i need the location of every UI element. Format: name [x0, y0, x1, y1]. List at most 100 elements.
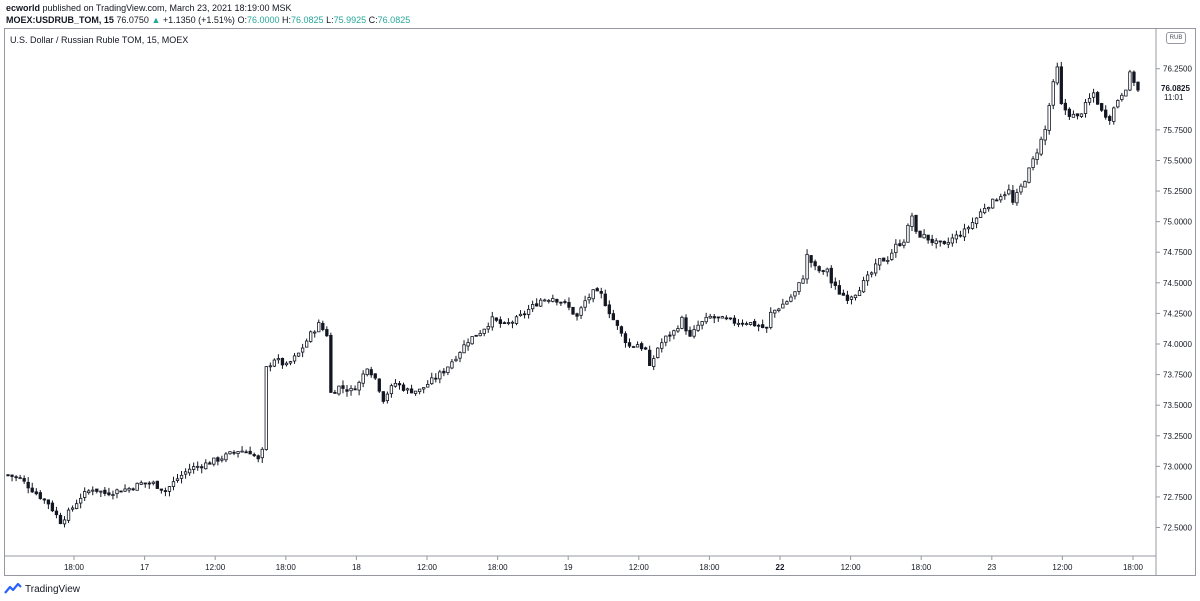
- candle: [664, 335, 668, 347]
- candle-body: [861, 280, 866, 293]
- candle-body: [216, 457, 220, 462]
- currency-badge[interactable]: RUB: [1166, 32, 1186, 44]
- candle-body: [648, 349, 652, 366]
- candle-body: [777, 308, 781, 311]
- candle-body: [652, 358, 656, 367]
- candle: [886, 256, 890, 265]
- candle: [982, 203, 987, 215]
- candles-group: [6, 61, 1140, 528]
- candle-body: [292, 355, 297, 362]
- candle: [825, 267, 829, 277]
- candle: [1071, 110, 1076, 118]
- candle-body: [946, 241, 950, 245]
- last-price: 76.0750: [116, 15, 149, 25]
- candle-body: [1120, 94, 1124, 100]
- publish-info: ecworld published on TradingView.com, Ma…: [6, 3, 292, 13]
- time-axis[interactable]: 18:00 17 12:00 18:00 18 12:00 18:00 19 12:00 18:0…: [64, 556, 1144, 572]
- candle: [744, 321, 749, 326]
- candle-body: [1011, 190, 1015, 203]
- candle-body: [107, 492, 111, 496]
- candle: [26, 477, 30, 494]
- candle: [490, 311, 494, 331]
- candle-body: [902, 241, 906, 246]
- candle: [817, 265, 821, 274]
- candle-body: [825, 268, 829, 273]
- candle: [244, 449, 248, 454]
- candle: [821, 269, 825, 275]
- candle: [1059, 61, 1063, 105]
- candle: [163, 487, 168, 497]
- candle: [143, 482, 147, 488]
- candle-body: [631, 346, 636, 348]
- candle-body: [567, 302, 571, 308]
- candle: [720, 315, 724, 319]
- candle-body: [829, 267, 833, 284]
- candle: [765, 326, 769, 333]
- candle: [999, 193, 1003, 203]
- candle: [422, 387, 426, 394]
- price-axis[interactable]: 72.5000 72.7500 73.0000 73.2500 73.5000 73.75…: [1156, 65, 1192, 533]
- candle: [1007, 184, 1011, 196]
- candle: [547, 298, 551, 304]
- tradingview-footer[interactable]: TradingView: [4, 583, 80, 595]
- candle-body: [341, 385, 345, 389]
- candle: [724, 315, 729, 321]
- candle: [119, 490, 123, 493]
- candle: [611, 309, 616, 321]
- candle-body: [563, 301, 567, 303]
- candle: [506, 318, 511, 326]
- candle: [1031, 156, 1035, 171]
- candle-body: [385, 393, 390, 402]
- candle-body: [175, 478, 180, 481]
- candle-body: [1071, 113, 1076, 118]
- candle: [284, 361, 289, 367]
- candle: [361, 370, 365, 388]
- candle: [135, 482, 139, 491]
- candle: [530, 300, 535, 313]
- candle-body: [660, 342, 664, 349]
- candle: [62, 516, 67, 528]
- candle: [773, 309, 777, 318]
- candle-body: [595, 288, 599, 292]
- candle-body: [950, 237, 954, 244]
- candle-body: [99, 490, 103, 493]
- candle: [1023, 180, 1027, 188]
- candle-body: [256, 455, 260, 460]
- candle-body: [708, 315, 712, 319]
- candle-body: [224, 453, 228, 461]
- candle-body: [987, 207, 991, 210]
- open-label: O:: [237, 15, 247, 25]
- candle-body: [857, 290, 862, 297]
- candle: [107, 487, 111, 497]
- candle-body: [127, 488, 131, 491]
- candle-body: [761, 324, 765, 329]
- author-name[interactable]: ecworld: [6, 3, 41, 13]
- candle-body: [583, 300, 587, 308]
- candle: [325, 326, 329, 337]
- candle: [87, 489, 91, 495]
- candle: [805, 249, 809, 284]
- time-tick-label: 18:00: [699, 563, 720, 572]
- candle: [256, 454, 260, 463]
- candle: [337, 385, 341, 396]
- candle-body: [115, 489, 119, 495]
- candle: [672, 329, 676, 340]
- candle: [236, 451, 240, 458]
- candle-body: [801, 278, 805, 284]
- price-tick-label: 74.7500: [1163, 248, 1192, 257]
- candle: [910, 212, 914, 232]
- candle: [123, 484, 127, 493]
- candle-body: [535, 303, 539, 307]
- candle: [54, 506, 59, 519]
- candle-body: [14, 476, 18, 479]
- candle: [401, 382, 406, 392]
- candle-body: [991, 198, 995, 209]
- candle-body: [744, 323, 749, 326]
- candle: [829, 265, 833, 289]
- candle-body: [220, 458, 224, 461]
- candle: [1104, 105, 1108, 120]
- candle: [648, 345, 652, 366]
- candle-body: [155, 480, 159, 489]
- candle: [732, 315, 737, 326]
